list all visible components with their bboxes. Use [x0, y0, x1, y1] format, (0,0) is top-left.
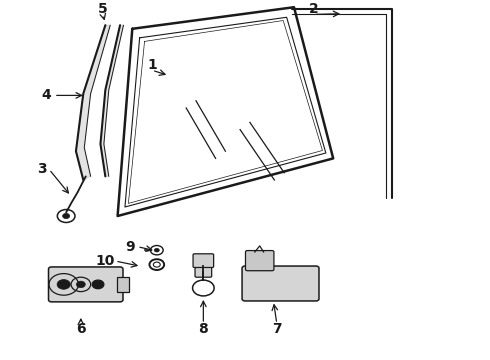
Circle shape	[63, 213, 70, 219]
FancyBboxPatch shape	[193, 254, 214, 267]
Text: 5: 5	[98, 2, 108, 16]
Circle shape	[154, 248, 159, 252]
Polygon shape	[76, 25, 110, 180]
FancyBboxPatch shape	[242, 266, 319, 301]
Text: 3: 3	[37, 162, 47, 176]
Text: 9: 9	[125, 240, 135, 253]
Circle shape	[92, 280, 104, 289]
Text: 10: 10	[96, 254, 115, 268]
Text: 1: 1	[147, 58, 157, 72]
Text: 7: 7	[272, 323, 282, 336]
Text: 6: 6	[76, 323, 86, 336]
FancyBboxPatch shape	[49, 267, 123, 302]
Text: 2: 2	[309, 2, 318, 16]
FancyBboxPatch shape	[195, 267, 212, 277]
FancyBboxPatch shape	[245, 251, 274, 271]
Circle shape	[76, 281, 85, 288]
Text: 4: 4	[42, 89, 51, 102]
FancyBboxPatch shape	[117, 277, 129, 292]
Circle shape	[57, 280, 71, 289]
Polygon shape	[100, 25, 123, 176]
Text: 8: 8	[198, 323, 208, 336]
